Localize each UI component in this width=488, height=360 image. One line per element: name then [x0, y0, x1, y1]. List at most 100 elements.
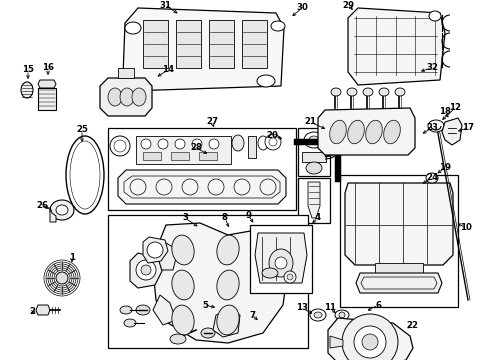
Text: 26: 26 [36, 201, 48, 210]
Ellipse shape [428, 11, 440, 21]
Ellipse shape [286, 274, 292, 280]
Ellipse shape [136, 305, 150, 315]
Bar [38, 88, 56, 110]
Bar [108, 215, 307, 348]
Ellipse shape [347, 120, 364, 144]
Text: 9: 9 [244, 211, 250, 220]
Ellipse shape [425, 173, 437, 183]
Ellipse shape [56, 272, 68, 284]
Text: 11: 11 [324, 303, 335, 312]
Ellipse shape [170, 334, 185, 344]
Ellipse shape [329, 128, 339, 138]
Ellipse shape [313, 312, 321, 318]
Text: 25: 25 [76, 126, 88, 135]
Ellipse shape [284, 271, 295, 283]
Polygon shape [307, 182, 319, 218]
Bar [297, 178, 329, 223]
Polygon shape [38, 80, 56, 88]
Ellipse shape [361, 334, 377, 350]
Ellipse shape [56, 205, 68, 215]
Polygon shape [355, 273, 441, 293]
Text: 15: 15 [22, 66, 34, 75]
Text: 27: 27 [205, 117, 218, 126]
Polygon shape [130, 253, 162, 288]
Ellipse shape [365, 120, 382, 144]
Ellipse shape [219, 318, 232, 332]
Polygon shape [254, 233, 306, 283]
Ellipse shape [262, 268, 278, 278]
Ellipse shape [231, 135, 244, 151]
Text: 29: 29 [341, 0, 353, 9]
Ellipse shape [125, 22, 141, 34]
Ellipse shape [353, 326, 385, 358]
Ellipse shape [141, 139, 151, 149]
Bar [249, 225, 311, 293]
Ellipse shape [175, 242, 191, 258]
Text: 31: 31 [159, 0, 171, 9]
Ellipse shape [171, 305, 194, 335]
Text: 22: 22 [405, 320, 417, 329]
Ellipse shape [378, 88, 388, 96]
Bar [142, 20, 168, 68]
Ellipse shape [334, 310, 348, 320]
Ellipse shape [216, 235, 239, 265]
Ellipse shape [258, 136, 267, 150]
Bar [339, 175, 457, 307]
Ellipse shape [136, 260, 156, 280]
Ellipse shape [175, 277, 191, 293]
Text: 14: 14 [162, 66, 174, 75]
Text: 2: 2 [29, 307, 35, 316]
Ellipse shape [136, 270, 150, 280]
Ellipse shape [308, 136, 318, 144]
Ellipse shape [257, 75, 274, 87]
Polygon shape [142, 237, 168, 263]
Text: 13: 13 [295, 303, 307, 312]
Ellipse shape [394, 88, 404, 96]
Polygon shape [118, 170, 285, 204]
Text: 30: 30 [295, 4, 307, 13]
Ellipse shape [362, 88, 372, 96]
Ellipse shape [114, 140, 126, 152]
Text: 8: 8 [222, 213, 227, 222]
Ellipse shape [175, 312, 191, 328]
Text: 18: 18 [438, 108, 450, 117]
Text: 7: 7 [248, 310, 255, 320]
Text: 16: 16 [42, 63, 54, 72]
Ellipse shape [147, 242, 163, 258]
Ellipse shape [383, 120, 400, 144]
Ellipse shape [330, 88, 340, 96]
Ellipse shape [341, 314, 397, 360]
Ellipse shape [274, 257, 286, 269]
Ellipse shape [268, 249, 292, 277]
Polygon shape [347, 8, 444, 85]
Ellipse shape [124, 319, 136, 327]
Ellipse shape [110, 136, 130, 156]
Text: 5: 5 [202, 301, 207, 310]
Ellipse shape [216, 305, 239, 335]
Polygon shape [156, 243, 178, 270]
Bar [199, 152, 217, 160]
Ellipse shape [264, 134, 281, 150]
Ellipse shape [304, 132, 324, 148]
Ellipse shape [216, 270, 239, 300]
Ellipse shape [220, 242, 236, 258]
Polygon shape [345, 183, 452, 265]
Bar [242, 20, 266, 68]
Polygon shape [100, 78, 152, 116]
Ellipse shape [175, 139, 184, 149]
Ellipse shape [220, 277, 236, 293]
Polygon shape [317, 108, 414, 155]
Ellipse shape [141, 265, 151, 275]
Polygon shape [50, 207, 56, 222]
Ellipse shape [132, 88, 146, 106]
Bar [108, 128, 295, 210]
Text: 19: 19 [438, 163, 450, 172]
Ellipse shape [50, 200, 74, 220]
Ellipse shape [171, 235, 194, 265]
Text: 1: 1 [69, 253, 75, 262]
Ellipse shape [108, 88, 122, 106]
Polygon shape [213, 310, 240, 337]
Ellipse shape [120, 88, 134, 106]
Ellipse shape [220, 312, 236, 328]
Bar [374, 263, 422, 275]
